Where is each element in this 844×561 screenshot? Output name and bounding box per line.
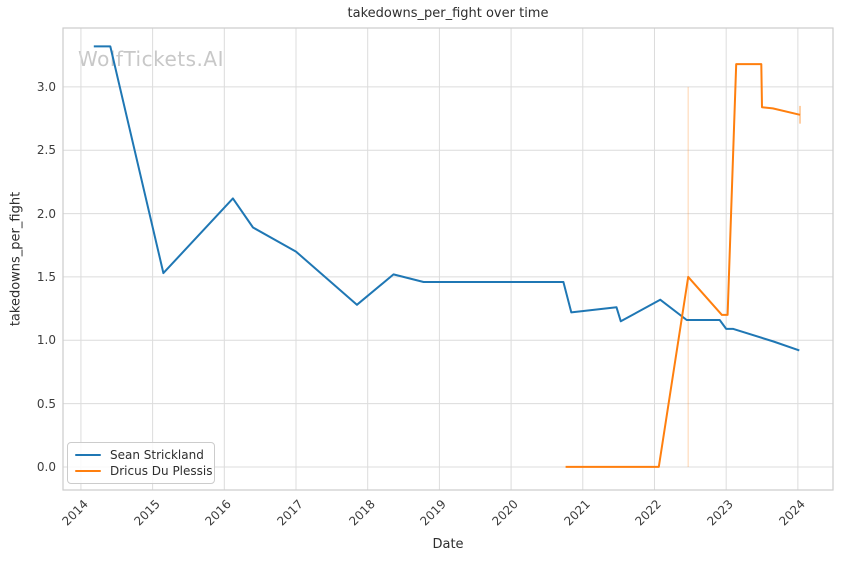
series-line-dricus-du-plessis — [565, 63, 801, 468]
legend-item: Dricus Du Plessis — [75, 463, 212, 479]
y-tick-label: 0.5 — [36, 396, 56, 411]
chart-title: takedowns_per_fight over time — [347, 6, 549, 21]
legend-item: Sean Strickland — [75, 447, 206, 463]
y-tick-label: 0.0 — [36, 459, 56, 474]
plot-border — [62, 27, 834, 491]
y-tick-label: 1.5 — [36, 269, 56, 284]
legend-line-sample — [75, 470, 101, 472]
y-tick-label: 2.5 — [36, 143, 56, 158]
y-tick-label: 2.0 — [36, 206, 56, 221]
legend-label: Sean Strickland — [110, 448, 204, 462]
legend-line-sample — [75, 454, 101, 456]
watermark: WolfTickets.AI — [78, 47, 224, 71]
legend-label: Dricus Du Plessis — [110, 464, 213, 478]
series-line-sean-strickland — [93, 45, 800, 352]
x-axis-label: Date — [432, 537, 464, 552]
y-tick-label: 3.0 — [36, 79, 56, 94]
y-tick-label: 1.0 — [36, 333, 56, 348]
legend: Sean Strickland Dricus Du Plessis — [67, 442, 215, 484]
